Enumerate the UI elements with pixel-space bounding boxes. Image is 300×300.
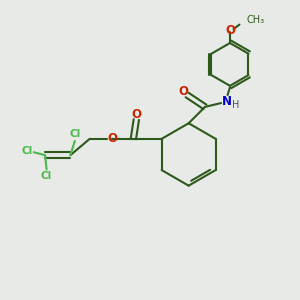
Text: CH₃: CH₃ bbox=[247, 15, 265, 25]
Text: O: O bbox=[131, 108, 141, 121]
Text: Cl: Cl bbox=[22, 146, 33, 156]
Text: Cl: Cl bbox=[69, 129, 80, 140]
Text: O: O bbox=[225, 24, 235, 37]
Text: Cl: Cl bbox=[41, 171, 52, 181]
Text: N: N bbox=[221, 95, 231, 108]
Text: O: O bbox=[178, 85, 189, 98]
Text: O: O bbox=[107, 132, 117, 146]
Text: H: H bbox=[232, 100, 240, 110]
